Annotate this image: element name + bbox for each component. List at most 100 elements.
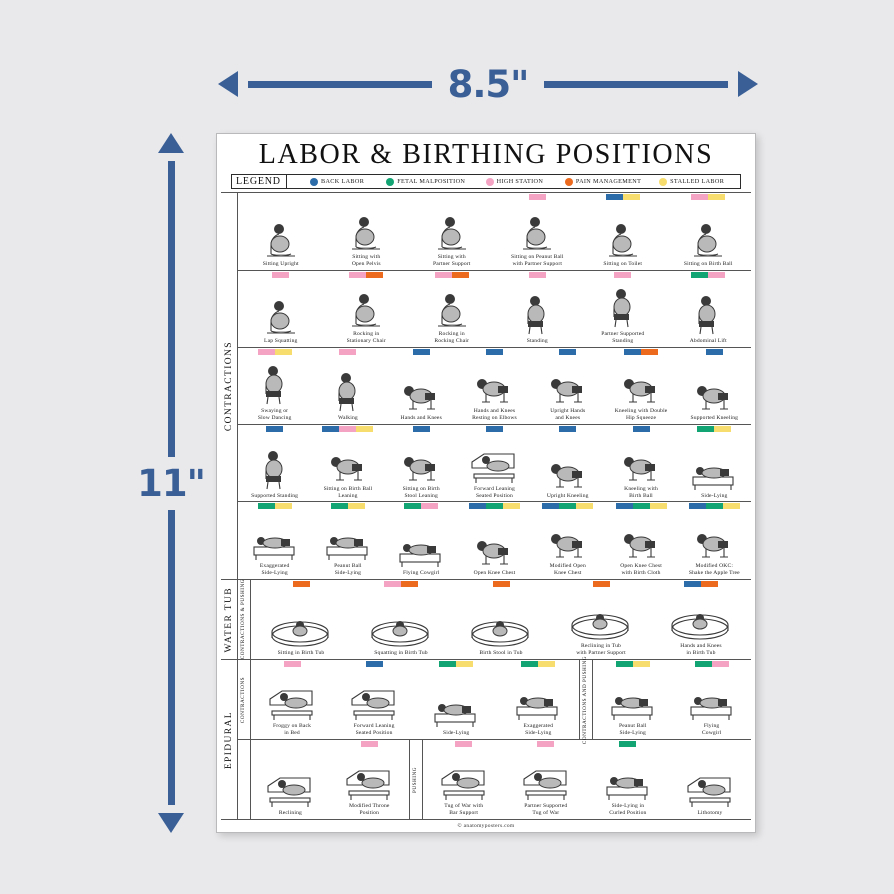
subsection-label-text: CONTRACTIONS — [240, 676, 247, 723]
position-cell[interactable]: Rocking in Stationary Chair — [324, 271, 410, 347]
tag-back-labor — [615, 503, 633, 510]
category-tags — [238, 194, 324, 200]
category-tags — [678, 348, 751, 355]
tag-stalled-labor — [708, 194, 726, 201]
position-subsection: CONTRACTIONS AND PUSHING Peanut Ball Side… — [579, 656, 751, 744]
category-tags — [238, 348, 311, 355]
position-cell[interactable]: Side-Lying — [415, 660, 497, 739]
position-cell[interactable]: Exaggerated Side-Lying — [497, 660, 579, 739]
position-cell[interactable]: Exaggerated Side-Lying — [238, 502, 311, 578]
legend-item-3: PAIN MANAGEMENT — [559, 177, 648, 186]
position-caption: Side-Lying in Curled Position — [609, 803, 647, 817]
tag-fetal-malposition — [691, 271, 709, 278]
position-cell[interactable]: Partner Supported Tug of War — [505, 740, 587, 819]
position-cell[interactable]: Sitting in Birth Tub — [251, 580, 351, 659]
category-tags — [311, 426, 384, 433]
position-cell[interactable]: Walking — [311, 348, 384, 424]
cells-container: Swaying or Slow Dancing Walking Hands and … — [238, 348, 751, 424]
subsection-label — [238, 740, 251, 819]
position-cell[interactable]: Hands and Knees Resting on Elbows — [458, 348, 531, 424]
position-cell[interactable]: Sitting with Open Pelvis — [324, 193, 410, 269]
position-caption: Kneeling with Double Hip Squeeze — [614, 408, 668, 422]
position-cell[interactable]: Sitting on Birth Ball — [666, 193, 752, 269]
position-cell[interactable]: Rocking in Rocking Chair — [409, 271, 495, 347]
position-cell[interactable]: Froggy on Back in Bed — [251, 660, 333, 739]
position-illustration-rocking-chair — [410, 271, 494, 331]
position-cell[interactable]: Kneeling with Birth Ball — [604, 425, 677, 501]
position-illustration-sitting-open-pelvis — [325, 193, 409, 253]
position-illustration-sitting-upright — [239, 193, 323, 260]
position-cell[interactable]: Open Knee Chest — [458, 502, 531, 578]
tag-back-labor — [624, 348, 642, 355]
position-cell[interactable]: Sitting on Peanut Ball with Partner Supp… — [495, 193, 581, 269]
position-cell[interactable]: Forward Leaning Seated Position — [458, 425, 531, 501]
position-cell[interactable]: Lap Squatting — [238, 271, 324, 347]
position-caption: Kneeling with Birth Ball — [624, 485, 658, 499]
position-caption: Reclining in Tub with Partner Support — [576, 643, 626, 657]
position-cell[interactable]: Tug of War with Bar Support — [423, 740, 505, 819]
position-cell[interactable]: Upright Hands and Knees — [531, 348, 604, 424]
category-tags — [423, 741, 505, 748]
position-cell[interactable]: Modified Throne Position — [330, 740, 409, 819]
position-cell[interactable]: Sitting with Partner Support — [409, 193, 495, 269]
section-sublabel-text: CONTRACTIONS & PUSHING — [240, 579, 247, 660]
category-tags — [531, 348, 604, 355]
position-caption: Birth Stool in Tub — [479, 650, 523, 657]
position-caption: Sitting on Birth Ball — [683, 260, 733, 267]
position-cell[interactable]: Flying Cowgirl — [385, 502, 458, 578]
position-caption: Forward Leaning Seated Position — [353, 723, 395, 737]
position-caption: Sitting in Birth Tub — [277, 650, 325, 657]
position-cell[interactable]: Supported Kneeling — [678, 348, 751, 424]
position-cell[interactable]: Squatting in Birth Tub — [351, 580, 451, 659]
position-cell[interactable]: Supported Standing — [238, 425, 311, 501]
position-cell[interactable]: Upright Kneeling — [531, 425, 604, 501]
position-cell[interactable]: Sitting Upright — [238, 193, 324, 269]
tag-stalled-labor — [632, 661, 650, 668]
tag-stalled-labor — [274, 348, 292, 355]
section-label-text: EPIDURAL — [223, 710, 234, 769]
position-cell[interactable]: Hands and Knees — [385, 348, 458, 424]
position-illustration-exaggerated-side-lying — [239, 502, 310, 562]
cells-container: Sitting Upright Sitting with Open Pelvis S… — [238, 193, 751, 269]
position-cell[interactable]: Peanut Ball Side-Lying — [311, 502, 384, 578]
legend-color-dot-icon — [386, 177, 395, 186]
tag-stalled-labor — [274, 503, 292, 510]
position-cell[interactable]: Peanut Ball Side-Lying — [593, 660, 672, 739]
position-cell[interactable]: Sitting on Birth Ball Leaning — [311, 425, 384, 501]
position-caption: Exaggerated Side-Lying — [259, 562, 290, 576]
position-cell[interactable]: Partner Supported Standing — [580, 271, 666, 347]
position-caption: Modified Throne Position — [349, 803, 390, 817]
position-cell[interactable]: Modified Open Knee Chest — [531, 502, 604, 578]
position-cell[interactable]: Reclining in Tub with Partner Support — [551, 580, 651, 659]
position-caption: Hands and Knees in Birth Tub — [680, 643, 722, 657]
position-cell[interactable]: Open Knee Chest with Birth Cloth — [604, 502, 677, 578]
position-cell[interactable]: Forward Leaning Seated Position — [333, 660, 415, 739]
position-cell[interactable]: Reclining — [251, 740, 330, 819]
position-illustration-swaying — [239, 348, 310, 408]
position-cell[interactable]: Birth Stool in Tub — [451, 580, 551, 659]
position-cell[interactable]: Standing — [495, 271, 581, 347]
width-label: 8.5" — [447, 62, 530, 106]
position-illustration-forward-leaning-seated — [459, 425, 530, 485]
category-tags — [604, 348, 677, 355]
position-cell[interactable]: Sitting on Birth Stool Leaning — [385, 425, 458, 501]
arrow-up-icon — [158, 133, 184, 153]
position-caption: Sitting on Birth Ball Leaning — [323, 485, 373, 499]
position-cell[interactable]: Lithotomy — [669, 740, 751, 819]
tag-back-labor — [412, 426, 430, 433]
position-cell[interactable]: Flying Cowgirl — [672, 660, 751, 739]
position-cell[interactable]: Sitting on Toilet — [580, 193, 666, 269]
subsection-label-text: CONTRACTIONS AND PUSHING — [582, 655, 589, 744]
position-cell[interactable]: Kneeling with Double Hip Squeeze — [604, 348, 677, 424]
category-tags — [311, 503, 384, 510]
position-cell[interactable]: Swaying or Slow Dancing — [238, 348, 311, 424]
tag-back-labor — [705, 348, 723, 355]
position-cell[interactable]: Side-Lying in Curled Position — [587, 740, 669, 819]
position-cell[interactable]: Hands and Knees in Birth Tub — [651, 580, 751, 659]
position-illustration-shake-apple-tree — [679, 502, 750, 562]
category-tags — [495, 271, 581, 278]
position-cell[interactable]: Abdominal Lift — [666, 271, 752, 347]
tag-back-labor — [684, 580, 701, 587]
position-cell[interactable]: Modified OKC: Shake the Apple Tree — [678, 502, 751, 578]
position-cell[interactable]: Side-Lying — [678, 425, 751, 501]
